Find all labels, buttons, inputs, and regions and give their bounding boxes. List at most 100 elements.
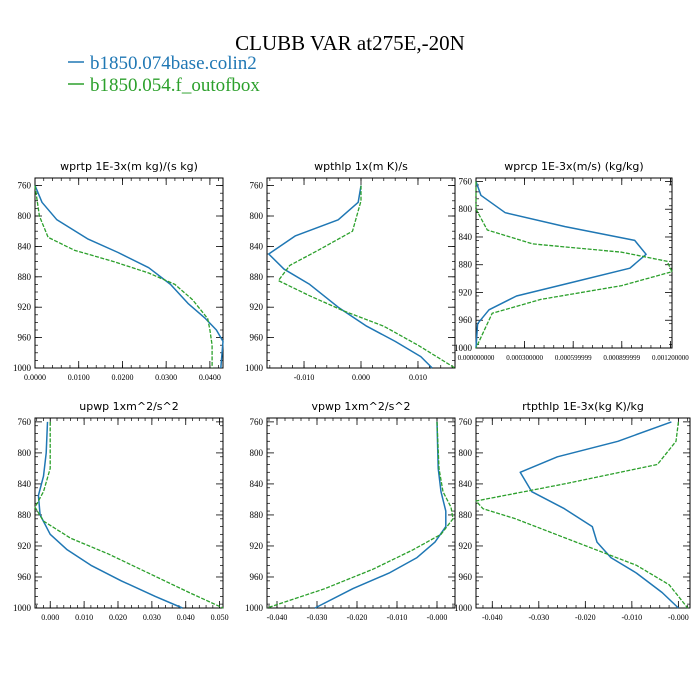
x-tick-label: 0.0200 <box>111 373 133 382</box>
y-tick-label: 880 <box>250 272 264 282</box>
x-tick-label: 0.000599999 <box>555 354 592 362</box>
y-tick-label: 880 <box>459 510 473 520</box>
y-tick-label: 760 <box>250 417 264 427</box>
series-line-1 <box>314 421 447 609</box>
series-line-1 <box>37 421 183 609</box>
y-tick-label: 760 <box>18 417 32 427</box>
y-tick-label: 920 <box>459 287 473 297</box>
y-tick-label: 880 <box>250 510 264 520</box>
chart-panel-1: wprtp 1E-3x(m kg)/(s kg) 760 800 840 880 920 9… <box>13 160 224 382</box>
y-tick-label: 880 <box>459 260 473 270</box>
x-tick-label: -0.020 <box>347 613 368 622</box>
y-tick-label: 840 <box>18 479 32 489</box>
y-tick-label: 760 <box>459 176 473 186</box>
series-line-1 <box>519 421 679 609</box>
y-tick-label: 760 <box>250 181 264 191</box>
y-tick-label: 960 <box>18 333 32 343</box>
y-tick-label: 960 <box>250 333 264 343</box>
panels: wprtp 1E-3x(m kg)/(s kg) 760 800 840 880 920 9… <box>13 160 691 622</box>
legend-label-2: b1850.054.f_outofbox <box>90 75 260 96</box>
plot-frame <box>34 177 224 369</box>
series-line-2 <box>266 421 454 609</box>
y-tick-label: 960 <box>250 572 264 582</box>
x-tick-label: -0.030 <box>307 613 328 622</box>
y-tick-label: 800 <box>250 211 264 221</box>
x-tick-label: -0.010 <box>387 613 408 622</box>
chart-panel-2: wpthlp 1x(m K)/s 760 800 840 880 920 960 1000 -0… <box>245 160 456 382</box>
x-tick-label: 0.000 <box>41 613 59 622</box>
plot-frame <box>266 177 456 369</box>
chart-panel-5: vpwp 1xm^2/s^27608008408809209601000-0.0… <box>245 400 456 622</box>
x-tick-label: 0.0400 <box>199 373 221 382</box>
y-tick-label: 760 <box>459 417 473 427</box>
figure-title: CLUBB VAR at275E,-20N <box>235 31 465 55</box>
x-tick-label: -0.000 <box>668 613 689 622</box>
y-tick-label: 760 <box>18 181 32 191</box>
series-line-1 <box>475 181 647 349</box>
x-tick-label: 0.010 <box>75 613 93 622</box>
x-tick-label: -0.010 <box>294 373 315 382</box>
y-tick-label: 800 <box>459 448 473 458</box>
y-tick-label: 920 <box>18 302 32 312</box>
series-line-2 <box>34 421 224 609</box>
x-tick-label: -0.020 <box>575 613 596 622</box>
y-tick-label: 800 <box>18 211 32 221</box>
chart-title: wpthlp 1x(m K)/s <box>314 160 408 173</box>
y-tick-label: 960 <box>459 572 473 582</box>
plot-frame <box>475 417 691 609</box>
chart-title: upwp 1xm^2/s^2 <box>79 400 179 413</box>
series-line-2 <box>475 421 689 609</box>
y-tick-label: 880 <box>18 272 32 282</box>
y-tick-label: 840 <box>18 241 32 251</box>
y-tick-label: 920 <box>18 541 32 551</box>
y-tick-label: 880 <box>18 510 32 520</box>
chart-title: vpwp 1xm^2/s^2 <box>311 400 410 413</box>
plot-frame <box>34 417 224 609</box>
x-tick-label: 0.030 <box>143 613 161 622</box>
y-tick-label: 1000 <box>13 363 32 373</box>
series-line-2 <box>277 185 456 369</box>
chart-panel-3: wprcp 1E-3x(m/s) (kg/kg) 760 800 840 880 920 9… <box>454 160 689 362</box>
x-tick-label: 0.040 <box>177 613 195 622</box>
x-tick-label: 0.020 <box>109 613 127 622</box>
x-tick-label: 0.0000 <box>24 373 46 382</box>
x-tick-label: -0.030 <box>528 613 549 622</box>
y-tick-label: 920 <box>459 541 473 551</box>
y-tick-label: 1000 <box>454 343 473 353</box>
chart-panel-6: rtpthlp 1E-3x(kg K)/kg 760 800 840 880 920 960… <box>454 400 691 622</box>
plot-frame <box>266 417 456 609</box>
y-tick-label: 1000 <box>13 603 32 613</box>
plot-frame <box>475 177 673 349</box>
x-tick-label: 0.000 <box>352 373 370 382</box>
y-tick-label: 840 <box>459 479 473 489</box>
y-tick-label: 800 <box>18 448 32 458</box>
x-tick-label: 0.000000000 <box>458 354 495 362</box>
series-line-2 <box>34 185 213 368</box>
x-tick-label: 0.0100 <box>68 373 90 382</box>
chart-title: wprcp 1E-3x(m/s) (kg/kg) <box>504 160 643 173</box>
y-tick-label: 1000 <box>454 603 473 613</box>
y-tick-label: 840 <box>250 241 264 251</box>
x-tick-label: -0.000 <box>427 613 448 622</box>
y-tick-label: 960 <box>459 315 473 325</box>
y-tick-label: 1000 <box>245 603 264 613</box>
y-tick-label: 800 <box>250 448 264 458</box>
x-tick-label: 0.000300000 <box>506 354 543 362</box>
chart-title: rtpthlp 1E-3x(kg K)/kg <box>522 400 644 413</box>
x-tick-label: 0.0300 <box>155 373 177 382</box>
legend-label-1: b1850.074base.colin2 <box>90 53 257 74</box>
y-tick-label: 800 <box>459 204 473 214</box>
series-line-1 <box>34 185 224 369</box>
y-tick-label: 920 <box>250 302 264 312</box>
series-line-1 <box>267 185 433 369</box>
x-tick-label: -0.040 <box>267 613 288 622</box>
x-tick-label: 0.010 <box>409 373 427 382</box>
x-tick-label: 0.050 <box>211 613 229 622</box>
x-tick-label: -0.040 <box>482 613 503 622</box>
series-line-2 <box>475 181 673 349</box>
chart-title: wprtp 1E-3x(m kg)/(s kg) <box>60 160 198 173</box>
y-tick-label: 840 <box>459 232 473 242</box>
chart-panel-4: upwp 1xm^2/s^2 760 800 840 880 920 960 1000 0.00… <box>13 400 229 622</box>
y-tick-label: 840 <box>250 479 264 489</box>
